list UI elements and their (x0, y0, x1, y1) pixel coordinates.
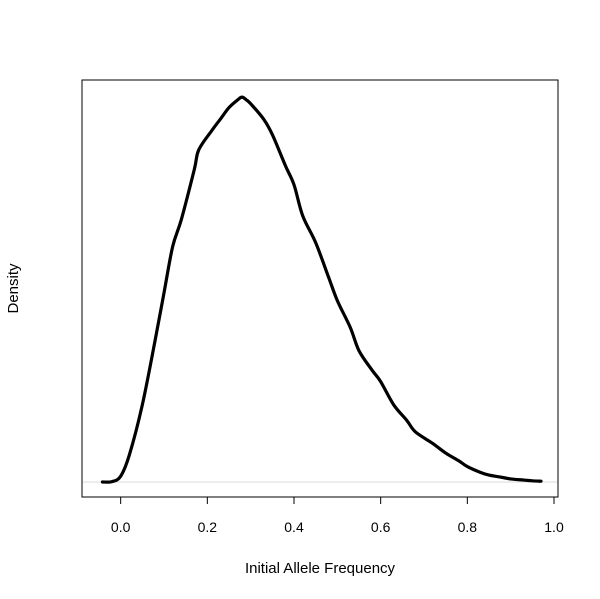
x-tick-label-5: 1.0 (544, 519, 564, 535)
x-tick-label-3: 0.6 (371, 519, 391, 535)
plot-layer (83, 95, 557, 484)
density-curve-0 (100, 95, 543, 484)
y-axis-label: Density (5, 263, 22, 314)
plot-frame (81, 79, 559, 498)
x-tick-label-1: 0.2 (198, 519, 218, 535)
x-tick-label-4: 0.8 (458, 519, 478, 535)
x-tick-label-2: 0.4 (284, 519, 304, 535)
x-axis: 0.0 0.2 0.4 0.6 0.8 1.0 (111, 496, 564, 535)
x-tick-label-0: 0.0 (111, 519, 131, 535)
x-axis-label: Initial Allele Frequency (245, 560, 396, 577)
